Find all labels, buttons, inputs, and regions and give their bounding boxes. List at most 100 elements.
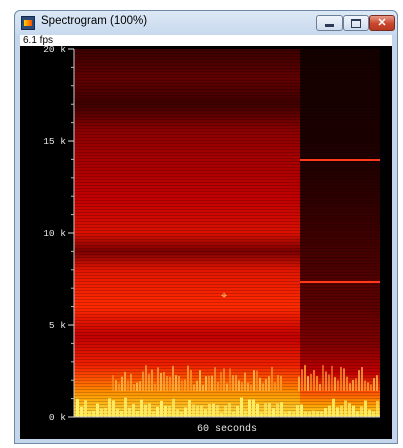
speech-burst-mark — [181, 380, 183, 391]
low-frequency-energy — [140, 399, 143, 417]
speech-bursts — [76, 365, 379, 417]
speech-burst-mark — [268, 376, 270, 391]
speech-burst-mark — [124, 371, 126, 391]
speech-burst-mark — [349, 383, 351, 391]
maximize-button[interactable] — [343, 15, 369, 31]
speech-burst-mark — [319, 383, 321, 391]
low-frequency-energy — [288, 411, 291, 417]
speech-burst-mark — [334, 377, 336, 391]
low-frequency-energy — [356, 411, 359, 417]
speech-burst-mark — [217, 381, 219, 391]
speech-burst-mark — [376, 375, 378, 391]
speech-burst-mark — [364, 380, 366, 391]
speech-burst-mark — [166, 375, 168, 391]
low-frequency-energy — [360, 406, 363, 417]
speech-burst-mark — [172, 365, 174, 391]
speech-burst-mark — [118, 383, 120, 391]
title-bar[interactable]: Spectrogram (100%) ✕ — [15, 11, 397, 35]
speech-burst-mark — [112, 375, 114, 391]
speech-burst-mark — [250, 384, 252, 391]
speech-burst-mark — [151, 369, 153, 391]
speech-burst-mark — [358, 370, 360, 391]
speech-burst-mark — [253, 370, 255, 391]
speech-burst-mark — [193, 384, 195, 391]
speech-burst-mark — [127, 380, 129, 391]
tone-line-high — [300, 159, 380, 161]
low-frequency-energy — [92, 410, 95, 417]
low-frequency-energy — [196, 405, 199, 417]
speech-burst-mark — [346, 376, 348, 391]
window-title: Spectrogram (100%) — [41, 15, 148, 27]
low-frequency-energy — [104, 407, 107, 417]
low-frequency-energy — [144, 404, 147, 417]
speech-burst-mark — [232, 375, 234, 391]
low-frequency-energy — [84, 400, 87, 417]
low-frequency-energy — [280, 402, 283, 417]
low-frequency-energy — [340, 405, 343, 417]
low-frequency-energy — [284, 412, 287, 417]
speech-burst-mark — [229, 368, 231, 391]
speech-burst-mark — [274, 382, 276, 391]
spectrogram-window: Spectrogram (100%) ✕ — [14, 10, 398, 444]
spectrogram-app-icon[interactable] — [21, 16, 35, 30]
speech-burst-mark — [265, 378, 267, 391]
speech-burst-mark — [322, 365, 324, 391]
speech-burst-mark — [160, 372, 162, 391]
low-frequency-energy — [100, 408, 103, 417]
cursor-marker: ⌖ — [221, 291, 227, 303]
low-frequency-energy — [96, 403, 99, 417]
speech-burst-mark — [280, 375, 282, 391]
low-frequency-energy — [128, 407, 131, 417]
speech-burst-mark — [115, 380, 117, 391]
low-frequency-energy — [260, 412, 263, 417]
speech-burst-mark — [247, 382, 249, 391]
speech-burst-mark — [298, 376, 300, 391]
low-frequency-energy — [124, 397, 127, 417]
low-frequency-energy — [252, 399, 255, 417]
low-frequency-energy — [352, 405, 355, 417]
minimize-button[interactable] — [316, 15, 343, 31]
low-frequency-energy — [164, 405, 167, 417]
low-frequency-energy — [316, 411, 319, 417]
speech-burst-mark — [202, 384, 204, 391]
speech-burst-mark — [370, 384, 372, 391]
low-frequency-energy — [184, 407, 187, 417]
speech-burst-mark — [130, 373, 132, 391]
speech-burst-mark — [178, 375, 180, 391]
low-frequency-energy — [300, 404, 303, 417]
low-frequency-energy — [216, 405, 219, 417]
close-button[interactable]: ✕ — [369, 15, 395, 31]
low-frequency-energy — [256, 403, 259, 417]
y-tick-label: 20 k — [43, 44, 66, 55]
speech-burst-mark — [214, 367, 216, 391]
low-frequency-energy — [308, 411, 311, 417]
speech-burst-mark — [187, 365, 189, 391]
speech-burst-mark — [220, 371, 222, 391]
speech-burst-mark — [271, 366, 273, 391]
speech-burst-mark — [136, 382, 138, 391]
low-frequency-energy — [152, 411, 155, 417]
low-frequency-energy — [180, 412, 183, 417]
low-frequency-energy — [296, 405, 299, 417]
speech-burst-mark — [121, 376, 123, 391]
speech-burst-mark — [196, 380, 198, 391]
y-axis-ticks: 0 k 5 k 10 k 15 k 20 k — [43, 44, 74, 423]
speech-burst-mark — [304, 365, 306, 391]
speech-burst-mark — [325, 371, 327, 391]
speech-burst-mark — [244, 372, 246, 391]
speech-burst-mark — [169, 376, 171, 391]
speech-burst-mark — [133, 383, 135, 391]
low-frequency-energy — [188, 399, 191, 417]
low-frequency-energy — [344, 400, 347, 417]
low-frequency-energy — [312, 410, 315, 417]
speech-burst-mark — [361, 366, 363, 391]
low-frequency-energy — [332, 398, 335, 417]
low-frequency-energy — [132, 404, 135, 417]
fps-readout: 6.1 fps — [20, 35, 392, 46]
low-frequency-energy — [232, 411, 235, 417]
speech-burst-mark — [328, 374, 330, 391]
low-frequency-energy — [376, 400, 379, 417]
low-frequency-energy — [224, 405, 227, 417]
speech-burst-mark — [199, 370, 201, 391]
close-icon: ✕ — [377, 17, 387, 29]
